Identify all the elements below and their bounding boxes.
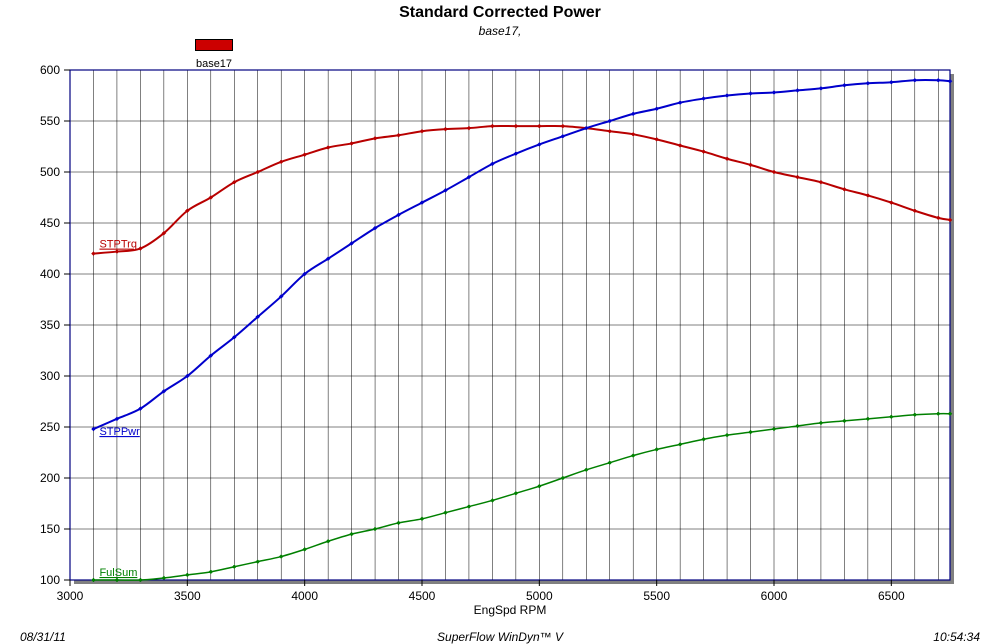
y-tick-label: 350	[40, 318, 60, 332]
y-tick-label: 200	[40, 471, 60, 485]
plot-area: 3000 3500 4000 4500 5000 5500 6000 6500 EngSpd R…	[0, 0, 1000, 641]
series-label-FulSum: FulSum	[99, 567, 137, 579]
x-tick-label: 3000	[57, 589, 84, 603]
y-tick-label: 100	[40, 573, 60, 587]
y-tick-label: 150	[40, 522, 60, 536]
y-tick-label: 400	[40, 267, 60, 281]
x-tick-label: 4000	[291, 589, 318, 603]
x-tick-label: 6000	[761, 589, 788, 603]
y-tick-label: 300	[40, 369, 60, 383]
series-label-STPPwr: STPPwr	[99, 426, 140, 438]
x-axis-label: EngSpd RPM	[474, 603, 547, 617]
footer-time: 10:54:34	[933, 630, 980, 644]
y-tick-label: 550	[40, 114, 60, 128]
y-tick-label: 500	[40, 165, 60, 179]
x-tick-label: 4500	[409, 589, 436, 603]
x-tick-label: 6500	[878, 589, 905, 603]
x-tick-label: 5000	[526, 589, 553, 603]
footer-software: SuperFlow WinDyn™ V	[0, 630, 1000, 644]
y-tick-label: 250	[40, 420, 60, 434]
series-label-STPTrq: STPTrq	[99, 239, 137, 251]
x-tick-label: 5500	[643, 589, 670, 603]
y-tick-label: 450	[40, 216, 60, 230]
y-tick-label: 600	[40, 63, 60, 77]
x-tick-label: 3500	[174, 589, 201, 603]
chart-svg: 3000 3500 4000 4500 5000 5500 6000 6500 EngSpd R…	[0, 0, 1000, 636]
